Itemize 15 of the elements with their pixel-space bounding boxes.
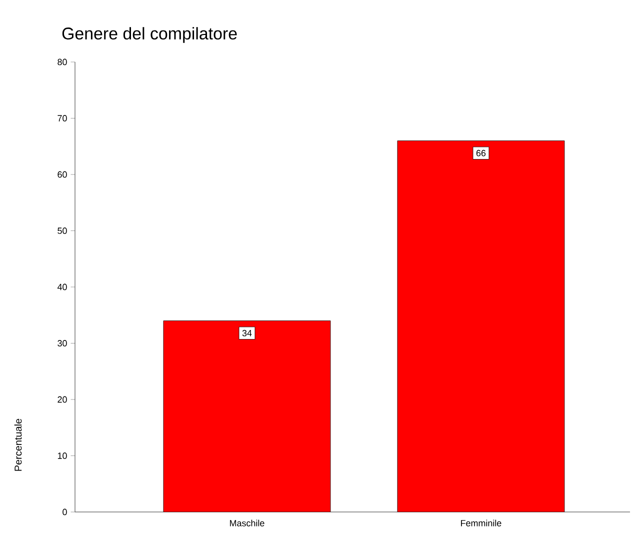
x-tick-label: Maschile <box>230 520 264 526</box>
chart-title: Genere del compilatore <box>62 27 237 43</box>
y-tick-label: 60 <box>58 171 67 178</box>
y-tick-label: 0 <box>62 508 67 516</box>
y-tick-label: 80 <box>58 58 67 66</box>
y-tick-label: 20 <box>58 396 67 403</box>
y-tick-label: 40 <box>57 284 67 290</box>
data-label: 66 <box>476 150 486 156</box>
x-tick-label: Femminile <box>461 520 502 526</box>
data-label: 34 <box>242 330 252 336</box>
y-tick-label: 70 <box>58 115 67 122</box>
y-tick-label: 30 <box>58 340 67 346</box>
y-tick-label: 10 <box>58 452 67 459</box>
y-axis-title: Percentuale <box>14 418 22 471</box>
y-tick-label: 50 <box>58 228 67 234</box>
